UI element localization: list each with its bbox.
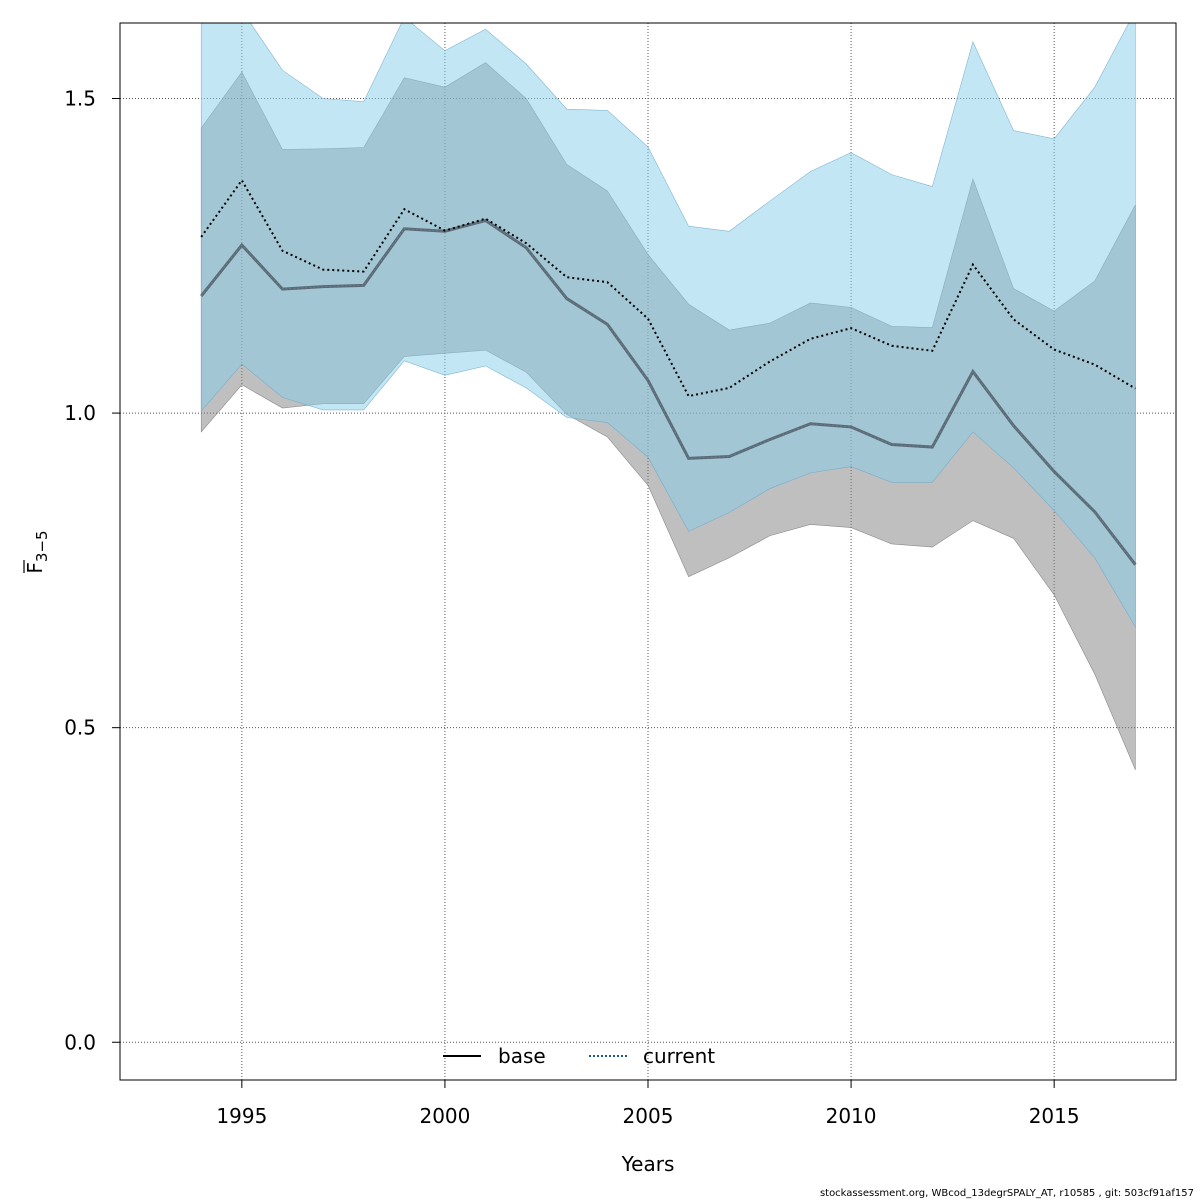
y-axis-title: F3−5 (23, 530, 51, 573)
x-axis-title: Years (621, 1152, 675, 1176)
y-tick-label: 1.0 (64, 401, 96, 425)
x-tick-label: 2015 (1029, 1104, 1080, 1128)
x-tick-label: 2000 (419, 1104, 470, 1128)
y-tick-label: 0.5 (64, 716, 96, 740)
y-axis-title-main: F (23, 562, 47, 574)
confidence-band-current (200, 23, 1136, 629)
svg-text:F3−5: F3−5 (23, 530, 51, 573)
x-tick-label: 2010 (826, 1104, 877, 1128)
footer-credit: stockassessment.org, WBcod_13degrSPALY_A… (819, 1188, 1194, 1199)
y-tick-label: 0.0 (64, 1030, 96, 1054)
y-axis: 0.0 0.5 1.0 1.5 (64, 87, 121, 1054)
legend-label-current: current (643, 1044, 715, 1068)
legend-label-base: base (498, 1044, 546, 1068)
confidence-bands (200, 23, 1136, 770)
series-lines (200, 178, 1137, 566)
x-tick-label: 2005 (623, 1104, 674, 1128)
series-line-base-overlay (200, 220, 1136, 566)
y-axis-title-subscript: 3−5 (33, 530, 51, 562)
x-axis: 1995 2000 2005 2010 2015 (216, 1079, 1080, 1128)
y-tick-label: 1.5 (64, 87, 96, 111)
x-tick-label: 1995 (216, 1104, 267, 1128)
legend: base current (443, 1044, 715, 1068)
